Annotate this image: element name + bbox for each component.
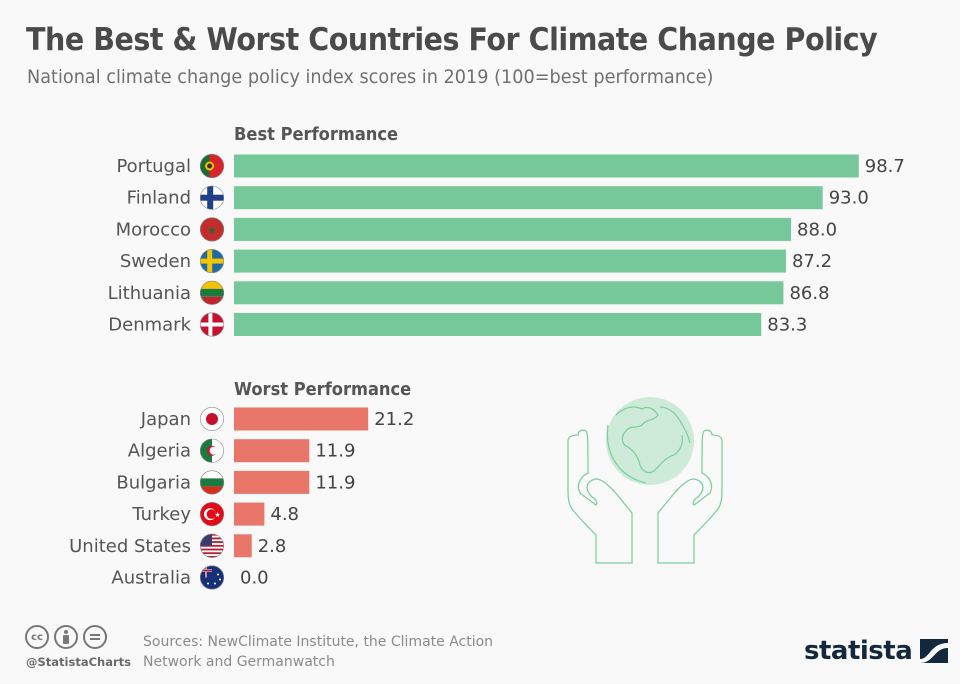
bar-row: Finland 93.0 — [127, 185, 869, 210]
value-label: 11.9 — [315, 441, 355, 462]
svg-text:★: ★ — [208, 225, 217, 236]
category-label: Sweden — [120, 251, 191, 272]
section-heading-best: Best Performance — [234, 125, 399, 145]
value-label: 87.2 — [792, 251, 832, 272]
bar — [234, 154, 859, 178]
category-label: Japan — [140, 409, 191, 430]
value-label: 93.0 — [829, 188, 869, 209]
globe-hands-illustration — [567, 397, 723, 564]
bar — [234, 313, 762, 336]
bar-row: United States 2.8 — [69, 533, 287, 558]
value-label: 86.8 — [789, 283, 829, 304]
bar-row: Lithuania 86.8 — [108, 280, 830, 305]
value-label: 2.8 — [258, 536, 287, 557]
bar — [234, 502, 265, 526]
category-label: Lithuania — [108, 283, 191, 304]
value-label: 4.8 — [270, 504, 299, 525]
svg-text:★: ★ — [214, 511, 220, 519]
category-label: Turkey — [131, 504, 191, 525]
portugal-flag-icon — [200, 154, 225, 179]
bar — [234, 281, 784, 305]
statista-logo[interactable]: statista — [804, 636, 949, 666]
nd-icon — [83, 625, 107, 649]
category-label: Denmark — [108, 315, 191, 336]
category-label: Morocco — [116, 219, 191, 240]
lithuania-flag-icon — [200, 280, 225, 305]
value-label: 21.2 — [374, 409, 414, 430]
bulgaria-flag-icon — [200, 470, 225, 495]
value-label: 0.0 — [240, 568, 269, 589]
bar — [234, 186, 823, 210]
bar — [234, 470, 310, 494]
value-label: 11.9 — [315, 472, 355, 493]
globe-icon — [606, 397, 694, 485]
sources-text: Sources: NewClimate Institute, the Clima… — [143, 634, 494, 670]
bar-row: Denmark 83.3 — [108, 312, 807, 337]
bar-row: Turkey ★ 4.8 — [131, 502, 299, 527]
category-label: United States — [69, 536, 191, 557]
chart-title: The Best & Worst Countries For Climate C… — [26, 22, 878, 58]
bar-row: Bulgaria 11.9 — [116, 470, 355, 495]
bar-row: Sweden 87.2 — [120, 249, 832, 274]
bar-row: Portugal 98.7 — [116, 154, 905, 179]
morocco-flag-icon: ★ — [200, 217, 225, 242]
value-label: 98.7 — [865, 156, 905, 177]
sweden-flag-icon — [200, 249, 225, 274]
denmark-flag-icon — [200, 312, 225, 337]
bar — [234, 217, 792, 241]
bar — [234, 534, 252, 558]
cc-icon: cc — [25, 625, 49, 649]
value-label: 88.0 — [797, 219, 837, 240]
statista-logo-text: statista — [804, 636, 913, 666]
statista-logo-icon — [920, 639, 949, 663]
category-label: Portugal — [116, 156, 191, 177]
bar — [234, 439, 310, 463]
bar — [234, 249, 786, 273]
bar-row: Australia 0.0 — [111, 565, 269, 590]
turkey-flag-icon: ★ — [200, 502, 225, 527]
statista-handle[interactable]: @StatistaCharts — [26, 655, 131, 669]
bar-row: Japan 21.2 — [140, 406, 414, 431]
japan-flag-icon — [200, 406, 225, 431]
by-icon — [54, 625, 78, 649]
category-label: Finland — [127, 188, 191, 209]
finland-flag-icon — [200, 185, 225, 210]
bar-row: Algeria 11.9 — [128, 438, 355, 463]
chart-subtitle: National climate change policy index sco… — [27, 66, 714, 88]
license-icons: cc — [25, 625, 107, 649]
value-label: 83.3 — [767, 315, 807, 336]
algeria-flag-icon — [200, 438, 225, 463]
bar-row: Morocco ★ 88.0 — [116, 217, 837, 242]
united-states-flag-icon — [200, 533, 225, 558]
australia-flag-icon — [200, 565, 225, 590]
category-label: Algeria — [128, 441, 191, 462]
category-label: Bulgaria — [116, 472, 191, 493]
bar — [234, 407, 369, 431]
section-heading-worst: Worst Performance — [234, 380, 412, 400]
category-label: Australia — [111, 568, 191, 589]
